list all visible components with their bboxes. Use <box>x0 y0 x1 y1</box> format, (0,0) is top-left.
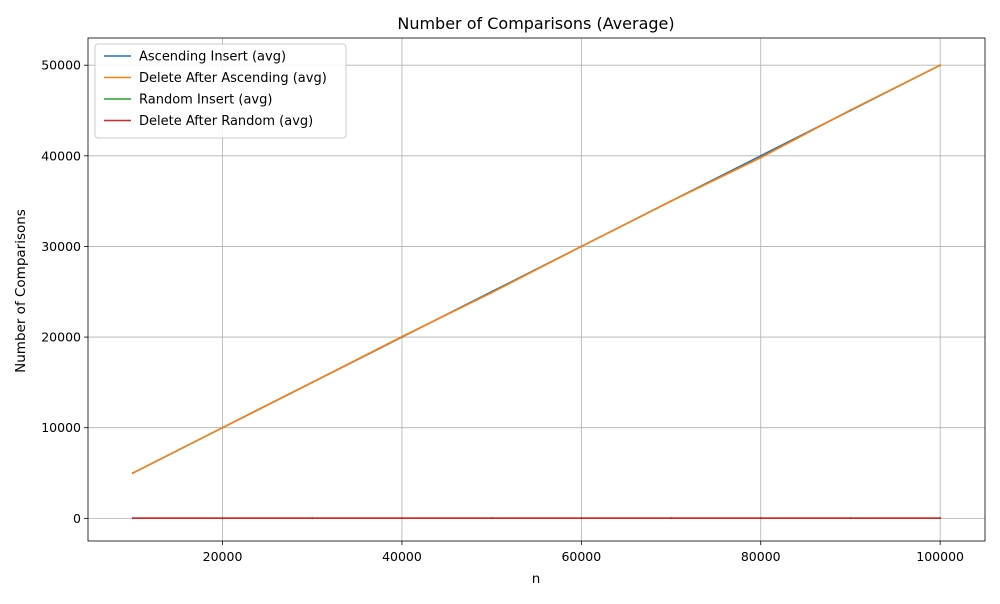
data-point <box>939 517 941 519</box>
x-tick-label: 100000 <box>916 549 964 564</box>
y-tick-label: 30000 <box>41 239 81 254</box>
data-point <box>222 517 224 519</box>
y-tick-label: 10000 <box>41 420 81 435</box>
series-4 <box>132 517 941 519</box>
data-point <box>132 472 134 474</box>
data-point <box>222 427 224 429</box>
y-tick-label: 50000 <box>41 58 81 73</box>
chart-title: Number of Comparisons (Average) <box>397 14 674 33</box>
data-point <box>849 109 851 111</box>
data-point <box>491 292 493 294</box>
legend-label: Delete After Ascending (avg) <box>139 71 327 86</box>
data-point <box>401 517 403 519</box>
data-point <box>939 64 941 66</box>
data-point <box>491 517 493 519</box>
legend-label: Delete After Random (avg) <box>139 114 313 129</box>
data-point <box>401 336 403 338</box>
y-axis-label: Number of Comparisons <box>13 209 29 373</box>
x-tick-label: 80000 <box>741 549 781 564</box>
data-point <box>670 200 672 202</box>
data-point <box>580 517 582 519</box>
data-point <box>760 157 762 159</box>
data-point <box>311 517 313 519</box>
x-axis-label: n <box>532 571 541 587</box>
data-point <box>670 517 672 519</box>
x-tick-label: 40000 <box>382 549 422 564</box>
data-point <box>580 245 582 247</box>
x-tick-label: 20000 <box>203 549 243 564</box>
legend-label: Random Insert (avg) <box>139 93 272 108</box>
y-tick-label: 20000 <box>41 330 81 345</box>
data-point <box>311 381 313 383</box>
y-tick-label: 0 <box>73 511 81 526</box>
x-tick-label: 60000 <box>561 549 601 564</box>
legend-label: Ascending Insert (avg) <box>139 50 286 65</box>
y-tick-label: 40000 <box>41 148 81 163</box>
data-point <box>849 517 851 519</box>
legend: Ascending Insert (avg) Delete After Ascen… <box>95 44 346 138</box>
data-point <box>760 517 762 519</box>
data-point <box>132 517 134 519</box>
